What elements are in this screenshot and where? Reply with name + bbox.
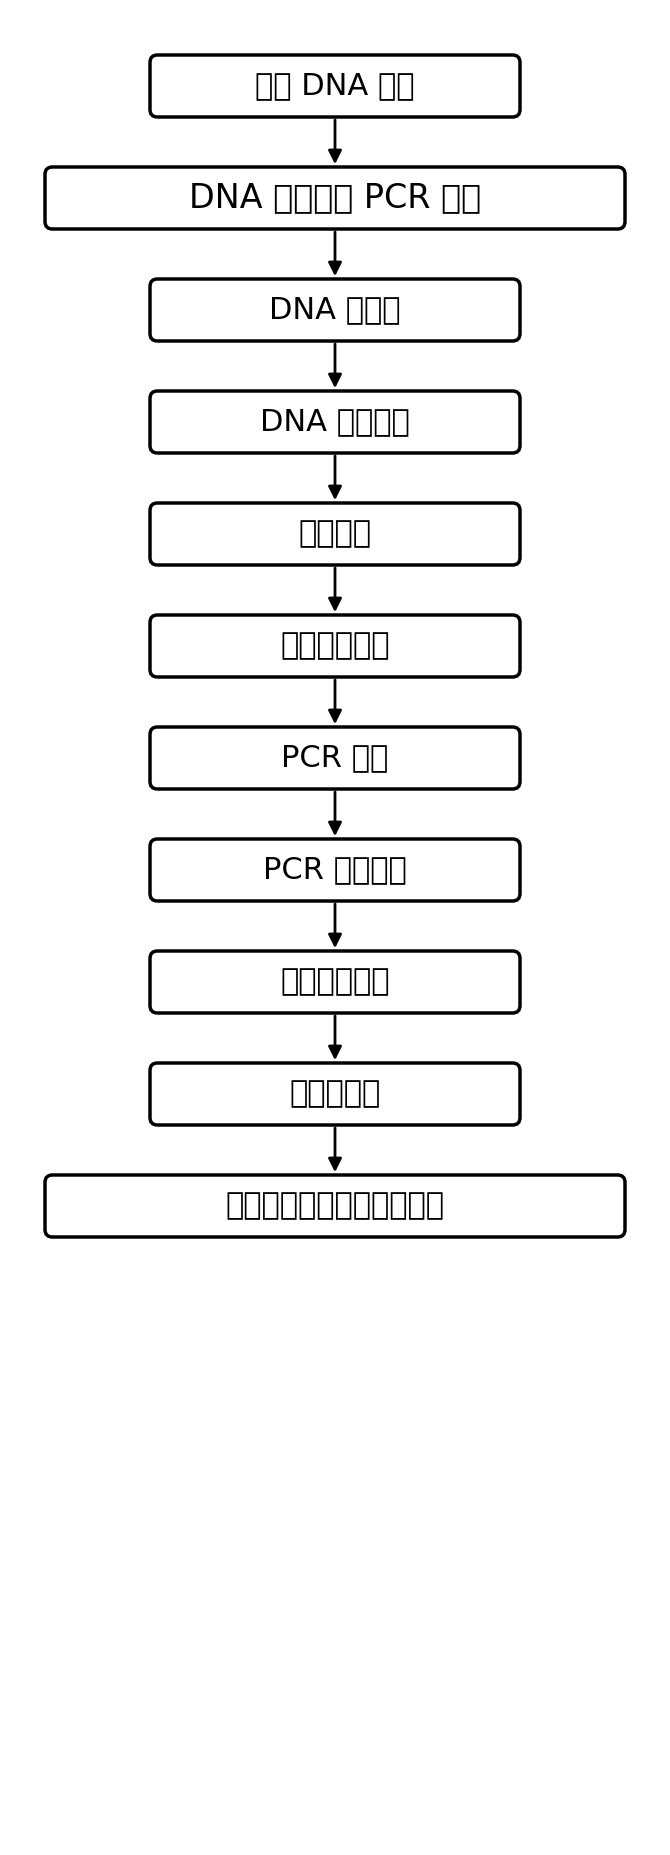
FancyBboxPatch shape [150, 391, 520, 453]
Text: 接头连接: 接头连接 [299, 519, 371, 549]
Text: PCR 富集: PCR 富集 [281, 744, 389, 772]
Text: DNA 末端修复: DNA 末端修复 [260, 408, 410, 436]
FancyBboxPatch shape [150, 727, 520, 788]
FancyBboxPatch shape [150, 838, 520, 902]
FancyBboxPatch shape [45, 167, 625, 228]
Text: PCR 产物纯化: PCR 产物纯化 [263, 855, 407, 885]
Text: DNA 模板多重 PCR 反应: DNA 模板多重 PCR 反应 [189, 182, 481, 215]
Text: DNA 片段化: DNA 片段化 [269, 295, 401, 325]
FancyBboxPatch shape [150, 952, 520, 1013]
FancyBboxPatch shape [150, 503, 520, 566]
Text: 高通量测序: 高通量测序 [289, 1080, 381, 1109]
FancyBboxPatch shape [150, 56, 520, 117]
Text: 文库质量检测: 文库质量检测 [280, 968, 390, 996]
FancyBboxPatch shape [150, 616, 520, 677]
Text: 样品 DNA 提取: 样品 DNA 提取 [255, 72, 415, 100]
Text: 测序结果的生物信息学分析: 测序结果的生物信息学分析 [226, 1191, 444, 1221]
Text: 连接产物纯化: 连接产物纯化 [280, 631, 390, 660]
FancyBboxPatch shape [150, 278, 520, 341]
FancyBboxPatch shape [150, 1063, 520, 1124]
FancyBboxPatch shape [45, 1174, 625, 1237]
